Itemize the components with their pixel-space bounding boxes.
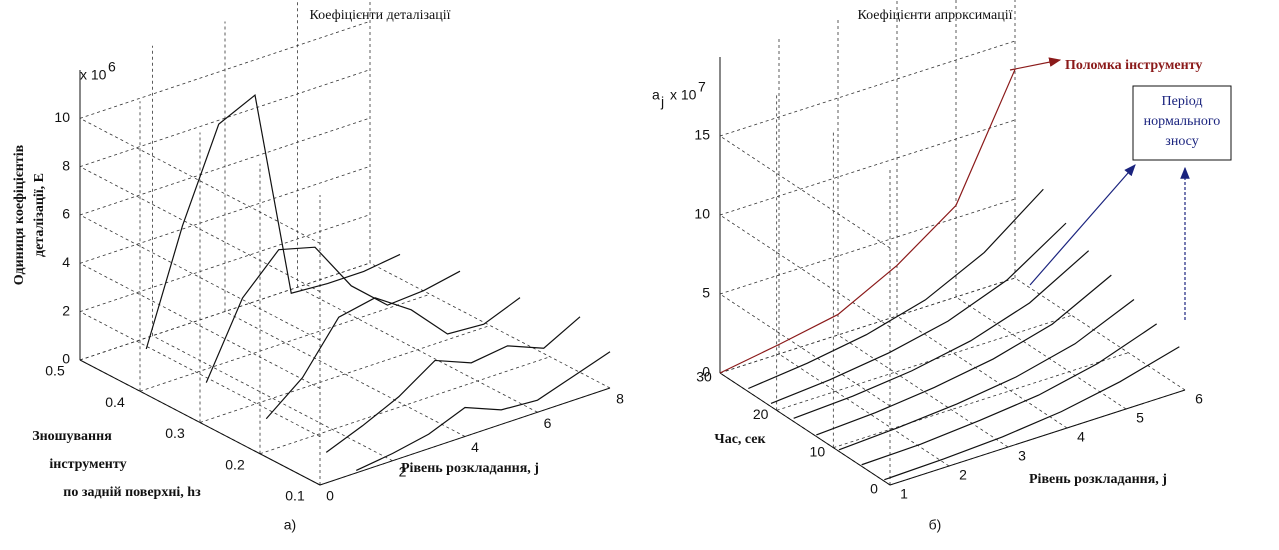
x-tick-label: 6 <box>544 415 552 431</box>
y-tick-label: 0.1 <box>285 488 305 504</box>
grid-line <box>79 165 371 264</box>
grid-line <box>369 262 611 389</box>
chart-title: Коефіцієнти деталізації <box>309 8 450 23</box>
z-axis-label: Одиниця коефіцієнтів <box>12 144 27 285</box>
y-axis <box>719 372 891 486</box>
grid-line <box>896 315 1068 429</box>
grid-line <box>837 334 1009 448</box>
grid-line <box>955 296 1127 410</box>
z-tick-label: 0 <box>702 364 710 380</box>
x-axis-label: Рівень розкладання, j <box>1029 472 1167 487</box>
y-tick-label: 0.2 <box>225 456 245 472</box>
z-axis-label-sub: j <box>660 94 664 110</box>
grid-line <box>79 262 371 361</box>
z-tick-label: 8 <box>62 157 70 173</box>
annotation-arrow <box>1029 164 1136 286</box>
y-tick-label: 20 <box>753 406 769 422</box>
data-line <box>145 94 401 350</box>
grid-line <box>719 198 1016 295</box>
y-axis-label: по задній поверхні, hз <box>63 485 201 500</box>
caption: а) <box>284 517 296 533</box>
chart-title: Коефіцієнти апроксимації <box>857 8 1012 23</box>
data-line <box>793 250 1090 419</box>
z-tick-label: 5 <box>702 285 710 301</box>
z-tick-label: 4 <box>62 254 70 270</box>
grid-line <box>719 277 1016 374</box>
exponent-power: 7 <box>698 79 706 95</box>
x-tick-label: 3 <box>1018 448 1026 464</box>
y-tick-label: 0.5 <box>45 363 65 379</box>
data-line <box>884 346 1180 481</box>
y-axis <box>79 359 321 486</box>
x-tick-label: 8 <box>616 391 624 407</box>
z-axis-label: a <box>652 87 660 103</box>
grid-line <box>139 293 431 392</box>
x-axis-label: Рівень розкладання, j <box>401 461 539 476</box>
data-line <box>355 351 611 472</box>
grid-line <box>719 293 891 407</box>
x-axis <box>889 389 1186 486</box>
grid-line <box>719 214 891 328</box>
y-tick-label: 0.3 <box>165 425 185 441</box>
data-line <box>861 323 1158 466</box>
grid-line <box>719 277 1016 374</box>
grid-line <box>152 335 393 462</box>
data-line <box>205 246 461 383</box>
annotation: Поломка інструменту <box>1065 58 1202 73</box>
y-tick-label: 10 <box>810 443 826 459</box>
exponent: x 10 <box>80 67 107 83</box>
grid-line <box>719 119 1016 216</box>
grid-line <box>79 20 371 119</box>
grid-line <box>79 117 371 216</box>
data-line <box>325 316 581 453</box>
exponent: x 10 <box>670 87 697 103</box>
x-tick-label: 2 <box>959 467 967 483</box>
grid-line <box>719 40 1016 137</box>
z-tick-label: 15 <box>694 127 710 143</box>
x-tick-label: 5 <box>1136 410 1144 426</box>
grid-line <box>833 352 1129 449</box>
x-tick-label: 2 <box>399 463 407 479</box>
z-tick-label: 6 <box>62 206 70 222</box>
z-tick-label: 10 <box>694 206 710 222</box>
data-line <box>265 297 521 420</box>
grid-line <box>259 356 551 455</box>
y-axis-label: Зношування <box>32 429 112 444</box>
y-tick-label: 30 <box>696 369 712 385</box>
annotation-arrow <box>1009 57 1062 71</box>
grid-line <box>79 214 371 313</box>
x-tick-label: 4 <box>1077 429 1085 445</box>
grid-line <box>79 69 371 168</box>
z-tick-label: 0 <box>62 351 70 367</box>
data-line <box>770 222 1067 404</box>
annotation: зносу <box>1165 134 1198 149</box>
annotation-box <box>1132 85 1232 161</box>
grid-line <box>719 135 891 249</box>
annotation: нормального <box>1144 114 1221 129</box>
x-tick-label: 6 <box>1195 391 1203 407</box>
y-tick-label: 0 <box>870 481 878 497</box>
data-line <box>719 69 1016 374</box>
grid-line <box>778 353 950 467</box>
grid-line <box>776 314 1072 411</box>
grid-line <box>199 325 491 423</box>
y-axis-label: інструменту <box>49 457 126 472</box>
y-tick-label: 0.4 <box>105 394 125 410</box>
exponent-power: 6 <box>108 59 116 75</box>
data-line <box>816 274 1112 436</box>
z-tick-label: 2 <box>62 302 70 318</box>
annotation: Період <box>1162 94 1203 109</box>
grid-line <box>1014 277 1186 391</box>
x-tick-label: 1 <box>900 486 908 502</box>
x-axis <box>319 387 611 486</box>
x-tick-label: 0 <box>326 488 334 504</box>
y-axis-label: Час, сек <box>714 432 766 447</box>
data-line <box>838 299 1135 451</box>
z-axis-label: деталізації, E <box>32 173 47 257</box>
x-tick-label: 4 <box>471 439 479 455</box>
data-line <box>748 188 1044 390</box>
z-tick-label: 10 <box>54 109 70 125</box>
caption: б) <box>929 517 942 533</box>
